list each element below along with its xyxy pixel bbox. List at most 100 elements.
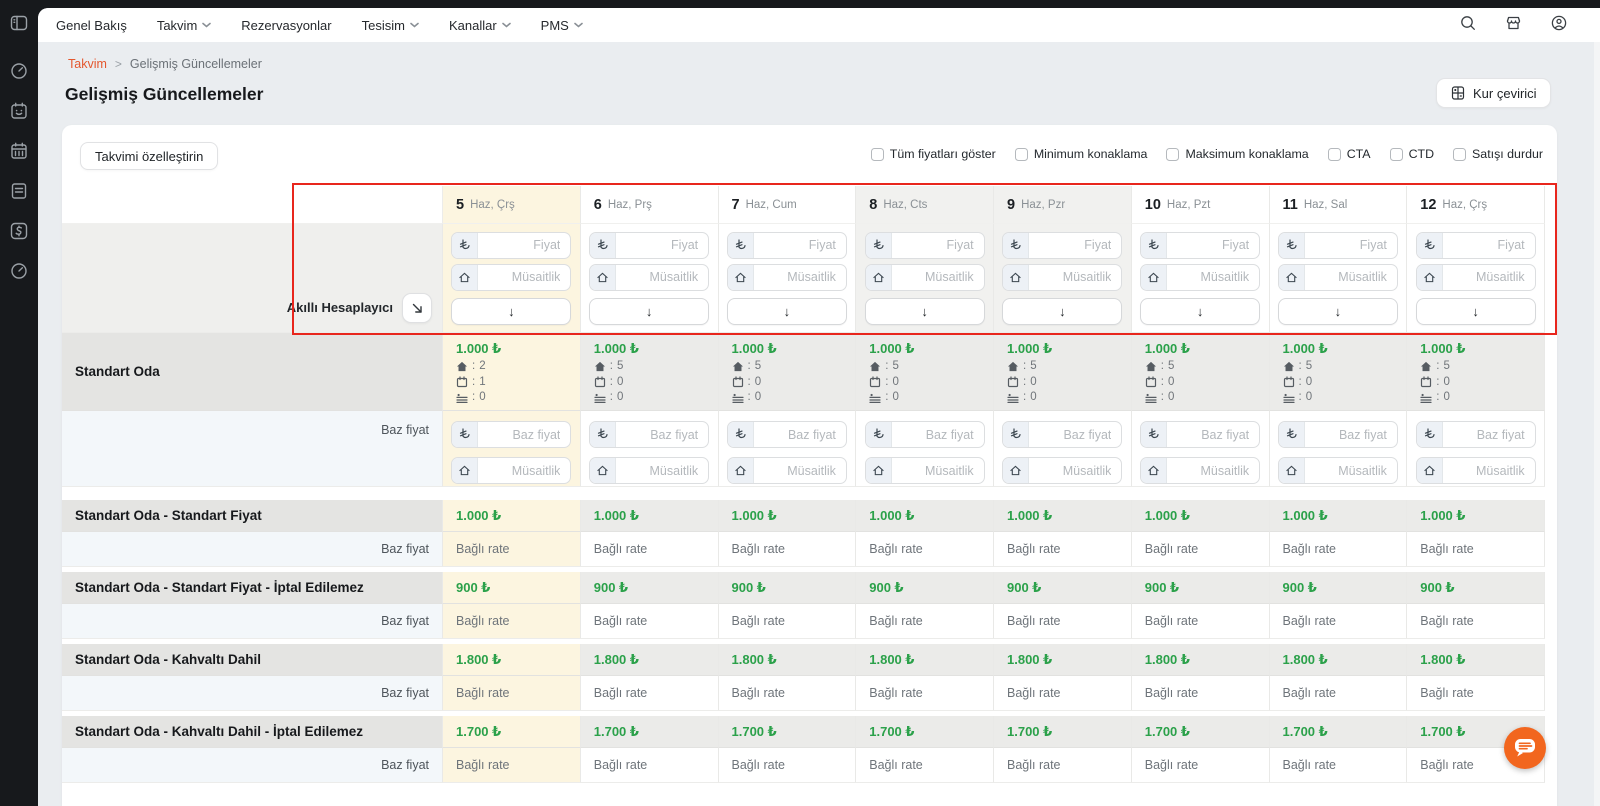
- checkbox-minimum-konaklama[interactable]: Minimum konaklama: [1014, 147, 1147, 161]
- smart-price-input[interactable]: [891, 232, 984, 258]
- room-day-cell[interactable]: 1.000 ₺:2:1:0: [443, 333, 581, 411]
- smart-price-input[interactable]: [1442, 232, 1535, 258]
- rate-day-cell[interactable]: 1.800 ₺: [718, 644, 857, 676]
- linked-rate-cell[interactable]: Bağlı rate: [994, 532, 1132, 567]
- rate-day-cell[interactable]: 900 ₺: [994, 572, 1132, 604]
- nav-item-pms[interactable]: PMS: [541, 18, 583, 33]
- rate-day-cell[interactable]: 1.800 ₺: [1131, 644, 1270, 676]
- rate-day-cell[interactable]: 900 ₺: [1131, 572, 1270, 604]
- linked-rate-cell[interactable]: Bağlı rate: [443, 676, 581, 711]
- rate-day-cell[interactable]: 1.700 ₺: [443, 716, 581, 748]
- day-header[interactable]: 7 Haz, Cum: [718, 186, 857, 224]
- base-price-input[interactable]: [1442, 422, 1535, 447]
- rate-day-cell[interactable]: 1.000 ₺: [1131, 500, 1270, 532]
- linked-rate-cell[interactable]: Bağlı rate: [1407, 532, 1545, 567]
- breadcrumb-parent[interactable]: Takvim: [68, 57, 107, 71]
- smart-availability-input[interactable]: [1167, 264, 1260, 290]
- sidebar-toggle-icon[interactable]: [8, 12, 30, 34]
- linked-rate-cell[interactable]: Bağlı rate: [443, 748, 581, 783]
- base-price-input[interactable]: [891, 422, 984, 447]
- apply-column-button[interactable]: ↓: [1415, 297, 1536, 325]
- speed-gauge-icon[interactable]: [8, 260, 30, 282]
- linked-rate-cell[interactable]: Bağlı rate: [856, 676, 994, 711]
- apply-column-button[interactable]: ↓: [864, 297, 985, 325]
- rate-day-cell[interactable]: 900 ₺: [443, 572, 581, 604]
- rate-day-cell[interactable]: 900 ₺: [1407, 572, 1545, 604]
- availability-input[interactable]: [891, 458, 984, 483]
- smart-price-input[interactable]: [1167, 232, 1260, 258]
- nav-item-kanallar[interactable]: Kanallar: [449, 18, 511, 33]
- linked-rate-cell[interactable]: Bağlı rate: [1269, 748, 1408, 783]
- rate-day-cell[interactable]: 1.000 ₺: [1407, 500, 1545, 532]
- checkbox-box[interactable]: [1014, 147, 1028, 161]
- calendar-smile-icon[interactable]: [8, 100, 30, 122]
- availability-input[interactable]: [1029, 458, 1122, 483]
- linked-rate-cell[interactable]: Bağlı rate: [994, 604, 1132, 639]
- account-icon[interactable]: [1550, 14, 1568, 37]
- day-header[interactable]: 5 Haz, Çrş: [443, 186, 581, 224]
- room-day-cell[interactable]: 1.000 ₺:5:0:0: [718, 333, 857, 411]
- smart-calc-expand-button[interactable]: [402, 293, 432, 323]
- availability-input[interactable]: [478, 458, 571, 483]
- rate-day-cell[interactable]: 1.000 ₺: [994, 500, 1132, 532]
- linked-rate-cell[interactable]: Bağlı rate: [580, 532, 719, 567]
- availability-input[interactable]: [753, 458, 846, 483]
- linked-rate-cell[interactable]: Bağlı rate: [1269, 532, 1408, 567]
- rate-day-cell[interactable]: 1.700 ₺: [856, 716, 994, 748]
- smart-availability-input[interactable]: [753, 264, 846, 290]
- checkbox-box[interactable]: [1166, 147, 1180, 161]
- rate-day-cell[interactable]: 1.000 ₺: [443, 500, 581, 532]
- rate-day-cell[interactable]: 1.000 ₺: [718, 500, 857, 532]
- smart-availability-input[interactable]: [478, 264, 571, 290]
- day-header[interactable]: 9 Haz, Pzr: [994, 186, 1132, 224]
- room-day-cell[interactable]: 1.000 ₺:5:0:0: [580, 333, 719, 411]
- rate-day-cell[interactable]: 1.000 ₺: [1269, 500, 1408, 532]
- day-header[interactable]: 10 Haz, Pzt: [1131, 186, 1270, 224]
- finance-icon[interactable]: [8, 220, 30, 242]
- day-header[interactable]: 11 Haz, Sal: [1269, 186, 1408, 224]
- rate-day-cell[interactable]: 900 ₺: [718, 572, 857, 604]
- linked-rate-cell[interactable]: Bağlı rate: [1269, 676, 1408, 711]
- day-header[interactable]: 6 Haz, Prş: [580, 186, 719, 224]
- linked-rate-cell[interactable]: Bağlı rate: [856, 604, 994, 639]
- linked-rate-cell[interactable]: Bağlı rate: [1407, 604, 1545, 639]
- checkbox-satisi-durdur[interactable]: Satışı durdur: [1453, 147, 1543, 161]
- availability-input[interactable]: [1167, 458, 1260, 483]
- linked-rate-cell[interactable]: Bağlı rate: [994, 748, 1132, 783]
- room-day-cell[interactable]: 1.000 ₺:5:0:0: [1407, 333, 1545, 411]
- linked-rate-cell[interactable]: Bağlı rate: [1131, 604, 1270, 639]
- smart-availability-input[interactable]: [891, 264, 984, 290]
- smart-price-input[interactable]: [1304, 232, 1397, 258]
- rate-day-cell[interactable]: 1.000 ₺: [580, 500, 719, 532]
- rate-day-cell[interactable]: 1.800 ₺: [1269, 644, 1408, 676]
- apply-column-button[interactable]: ↓: [1002, 297, 1123, 325]
- rate-day-cell[interactable]: 900 ₺: [1269, 572, 1408, 604]
- day-header[interactable]: 8 Haz, Cts: [856, 186, 994, 224]
- base-price-input[interactable]: [1304, 422, 1397, 447]
- rate-day-cell[interactable]: 900 ₺: [580, 572, 719, 604]
- calendar-grid-icon[interactable]: [8, 140, 30, 162]
- day-header[interactable]: 12 Haz, Çrş: [1407, 186, 1545, 224]
- linked-rate-cell[interactable]: Bağlı rate: [580, 748, 719, 783]
- smart-price-input[interactable]: [753, 232, 846, 258]
- apply-column-button[interactable]: ↓: [1277, 297, 1398, 325]
- rate-day-cell[interactable]: 1.700 ₺: [994, 716, 1132, 748]
- room-day-cell[interactable]: 1.000 ₺:5:0:0: [1131, 333, 1270, 411]
- rate-day-cell[interactable]: 1.800 ₺: [443, 644, 581, 676]
- checkbox-tum-fiyatlari-goster[interactable]: Tüm fiyatları göster: [870, 147, 996, 161]
- rate-day-cell[interactable]: 1.800 ₺: [580, 644, 719, 676]
- nav-item-rezervasyonlar[interactable]: Rezervasyonlar: [241, 18, 331, 33]
- checkbox-maksimum-konaklama[interactable]: Maksimum konaklama: [1166, 147, 1309, 161]
- search-icon[interactable]: [1459, 14, 1477, 37]
- checkbox-box[interactable]: [870, 147, 884, 161]
- checkbox-box[interactable]: [1389, 147, 1403, 161]
- smart-price-input[interactable]: [616, 232, 709, 258]
- linked-rate-cell[interactable]: Bağlı rate: [856, 532, 994, 567]
- linked-rate-cell[interactable]: Bağlı rate: [718, 748, 857, 783]
- linked-rate-cell[interactable]: Bağlı rate: [994, 676, 1132, 711]
- checkbox-cta[interactable]: CTA: [1327, 147, 1371, 161]
- currency-converter-button[interactable]: Kur çevirici: [1436, 78, 1551, 108]
- scrollbar-track[interactable]: [1594, 42, 1600, 806]
- rate-day-cell[interactable]: 1.000 ₺: [856, 500, 994, 532]
- smart-availability-input[interactable]: [1442, 264, 1535, 290]
